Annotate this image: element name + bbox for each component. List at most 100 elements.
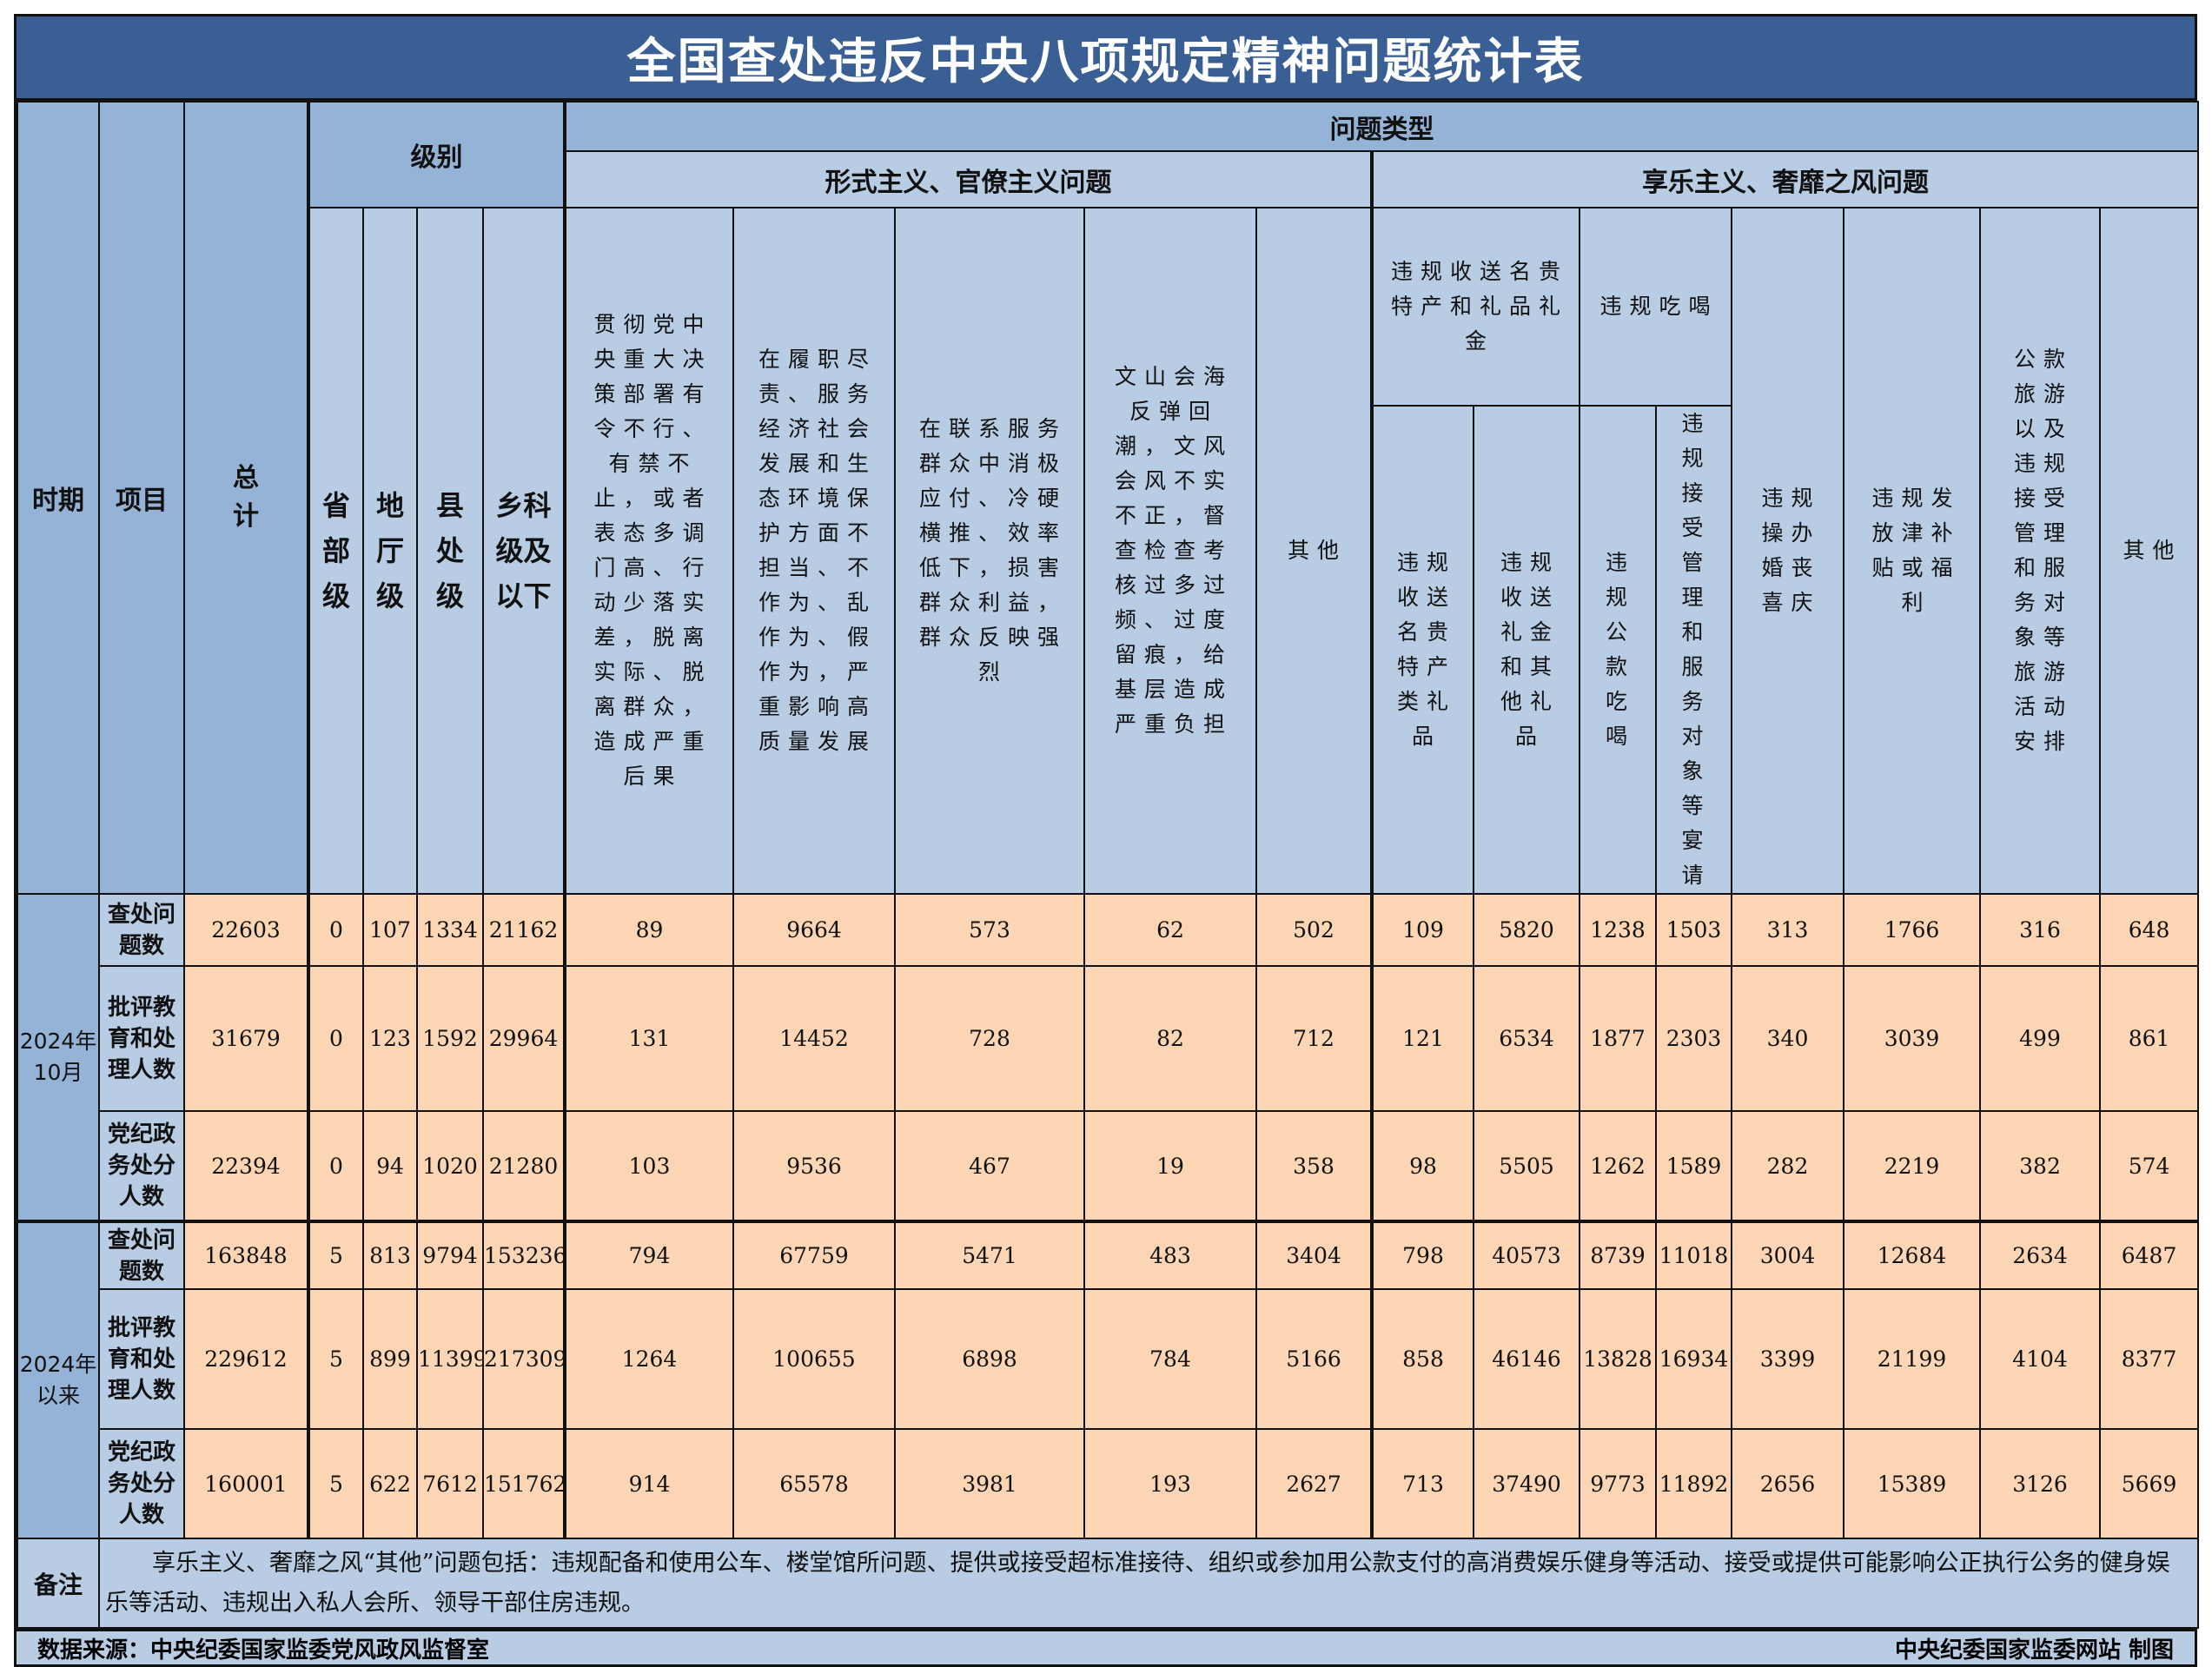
- cell-level-county: 1592: [416, 965, 484, 1112]
- cell-formalism-3: 5471: [894, 1220, 1085, 1290]
- header-formalism-4: 文山会海反弹回潮，文风会风不实不正，督查检查考核过多过频、过度留痕，给基层造成严…: [1083, 207, 1257, 895]
- cell-allowances: 12684: [1843, 1220, 1981, 1290]
- cell-level-provincial: 0: [307, 893, 364, 967]
- header-level-county: 县处级: [416, 207, 484, 895]
- cell-level-provincial: 0: [307, 1110, 364, 1223]
- header-gifts-money: 违规收送礼金和其他礼品: [1473, 405, 1580, 895]
- cell-allowances: 15389: [1843, 1428, 1981, 1539]
- header-hedonism-other: 其他: [2098, 207, 2200, 895]
- cell-total: 22394: [183, 1110, 309, 1223]
- cell-formalism-3: 573: [894, 893, 1085, 967]
- cell-gifts-specialty: 121: [1370, 965, 1474, 1112]
- cell-level-county: 11399: [416, 1288, 484, 1430]
- row-item-label: 批评教育和处理人数: [98, 1288, 185, 1430]
- cell-gifts-money: 37490: [1473, 1428, 1580, 1539]
- cell-allowances: 1766: [1843, 893, 1981, 967]
- table-row: 党纪政务处分人数 22394 0 94 1020 21280 103 9536 467 19 358…: [17, 1110, 2200, 1223]
- row-item-label: 查处问题数: [98, 1220, 185, 1290]
- notes-text: 享乐主义、奢靡之风“其他”问题包括：违规配备和使用公车、楼堂馆所问题、提供或接受…: [97, 1538, 2200, 1629]
- header-level-group: 级别: [307, 101, 566, 208]
- table-title: 全国查处违反中央八项规定精神问题统计表: [17, 17, 2195, 101]
- cell-level-prefectural: 123: [362, 965, 418, 1112]
- row-item-label: 批评教育和处理人数: [98, 965, 185, 1112]
- row-item-label: 查处问题数: [98, 893, 185, 967]
- cell-travel: 3126: [1979, 1428, 2101, 1539]
- cell-formalism-2: 9664: [732, 893, 896, 967]
- table-row: 批评教育和处理人数 31679 0 123 1592 29964 131 14452 728 82…: [17, 965, 2200, 1112]
- cell-level-provincial: 5: [307, 1220, 364, 1290]
- header-formalism-2: 在履职尽责、服务经济社会发展和生态环境保护方面不担当、不作为、乱作为、假作为，严…: [732, 207, 896, 895]
- header-gifts-specialty: 违规收送名贵特产类礼品: [1370, 405, 1474, 895]
- cell-formalism-other: 5166: [1255, 1288, 1373, 1430]
- table-row: 2024年以来 查处问题数 163848 5 813 9794 153236 794 67759…: [17, 1220, 2200, 1539]
- stats-table: 时期 项目 总计 级别 问题类型 形式主义、官僚主义问题 享乐主义、奢靡之风问题…: [17, 101, 2200, 1629]
- header-formalism-group: 形式主义、官僚主义问题: [563, 150, 1373, 208]
- table-row: 党纪政务处分人数 160001 5 622 7612 151762 914 65578 3981…: [17, 1428, 2200, 1539]
- cell-gifts-money: 6534: [1473, 965, 1580, 1112]
- cell-dining-public: 1238: [1579, 893, 1657, 967]
- cell-weddings-funerals: 3399: [1731, 1288, 1844, 1430]
- cell-gifts-specialty: 713: [1370, 1428, 1474, 1539]
- header-formalism-1: 贯彻党中央重大决策部署有令不行、有禁不止，或者表态多调门高、行动少落实差，脱离实…: [563, 207, 734, 895]
- cell-allowances: 21199: [1843, 1288, 1981, 1430]
- header-item: 项目: [98, 101, 185, 895]
- cell-dining-banquet: 2303: [1655, 965, 1732, 1112]
- cell-dining-banquet: 1589: [1655, 1110, 1732, 1223]
- cell-weddings-funerals: 3004: [1731, 1220, 1844, 1290]
- cell-level-county: 9794: [416, 1220, 484, 1290]
- cell-level-township: 21280: [482, 1110, 566, 1223]
- cell-level-township: 153236: [482, 1220, 566, 1290]
- cell-dining-banquet: 11892: [1655, 1428, 1732, 1539]
- cell-level-township: 217309: [482, 1288, 566, 1430]
- cell-total: 31679: [183, 965, 309, 1112]
- cell-formalism-1: 131: [563, 965, 734, 1112]
- cell-level-township: 29964: [482, 965, 566, 1112]
- cell-weddings-funerals: 340: [1731, 965, 1844, 1112]
- cell-level-prefectural: 899: [362, 1288, 418, 1430]
- cell-hedonism-other: 574: [2098, 1110, 2200, 1223]
- row-item-label: 党纪政务处分人数: [98, 1428, 185, 1539]
- cell-formalism-other: 3404: [1255, 1220, 1373, 1290]
- cell-level-prefectural: 107: [362, 893, 418, 967]
- cell-level-prefectural: 622: [362, 1428, 418, 1539]
- cell-dining-banquet: 16934: [1655, 1288, 1732, 1430]
- cell-formalism-other: 2627: [1255, 1428, 1373, 1539]
- cell-formalism-other: 358: [1255, 1110, 1373, 1223]
- cell-hedonism-other: 6487: [2098, 1220, 2200, 1290]
- cell-gifts-money: 5820: [1473, 893, 1580, 967]
- header-formalism-3: 在联系服务群众中消极应付、冷硬横推、效率低下，损害群众利益，群众反映强烈: [894, 207, 1085, 895]
- cell-formalism-2: 100655: [732, 1288, 896, 1430]
- header-period: 时期: [17, 101, 100, 895]
- cell-gifts-specialty: 798: [1370, 1220, 1474, 1290]
- cell-formalism-3: 728: [894, 965, 1085, 1112]
- cell-level-county: 7612: [416, 1428, 484, 1539]
- cell-formalism-1: 103: [563, 1110, 734, 1223]
- cell-total: 163848: [183, 1220, 309, 1290]
- cell-hedonism-other: 8377: [2098, 1288, 2200, 1430]
- cell-formalism-1: 89: [563, 893, 734, 967]
- cell-formalism-4: 62: [1083, 893, 1257, 967]
- header-level-prefectural: 地厅级: [362, 207, 418, 895]
- header-dining-banquet: 违规接受管理和服务对象等宴请: [1655, 405, 1732, 895]
- cell-hedonism-other: 861: [2098, 965, 2200, 1112]
- cell-total: 229612: [183, 1288, 309, 1430]
- cell-formalism-2: 14452: [732, 965, 896, 1112]
- cell-travel: 499: [1979, 965, 2101, 1112]
- header-hedonism-group: 享乐主义、奢靡之风问题: [1369, 150, 2200, 208]
- cell-formalism-2: 65578: [732, 1428, 896, 1539]
- cell-dining-public: 1262: [1579, 1110, 1657, 1223]
- cell-formalism-other: 502: [1255, 893, 1373, 967]
- cell-level-township: 151762: [482, 1428, 566, 1539]
- cell-level-provincial: 5: [307, 1428, 364, 1539]
- cell-formalism-3: 467: [894, 1110, 1085, 1223]
- cell-formalism-1: 1264: [563, 1288, 734, 1430]
- cell-total: 160001: [183, 1428, 309, 1539]
- cell-formalism-3: 6898: [894, 1288, 1085, 1430]
- cell-travel: 382: [1979, 1110, 2101, 1223]
- cell-dining-public: 1877: [1579, 965, 1657, 1112]
- period-label: 2024年以来: [17, 1220, 100, 1539]
- cell-dining-public: 13828: [1579, 1288, 1657, 1430]
- cell-gifts-specialty: 98: [1370, 1110, 1474, 1223]
- cell-formalism-other: 712: [1255, 965, 1373, 1112]
- cell-level-township: 21162: [482, 893, 566, 967]
